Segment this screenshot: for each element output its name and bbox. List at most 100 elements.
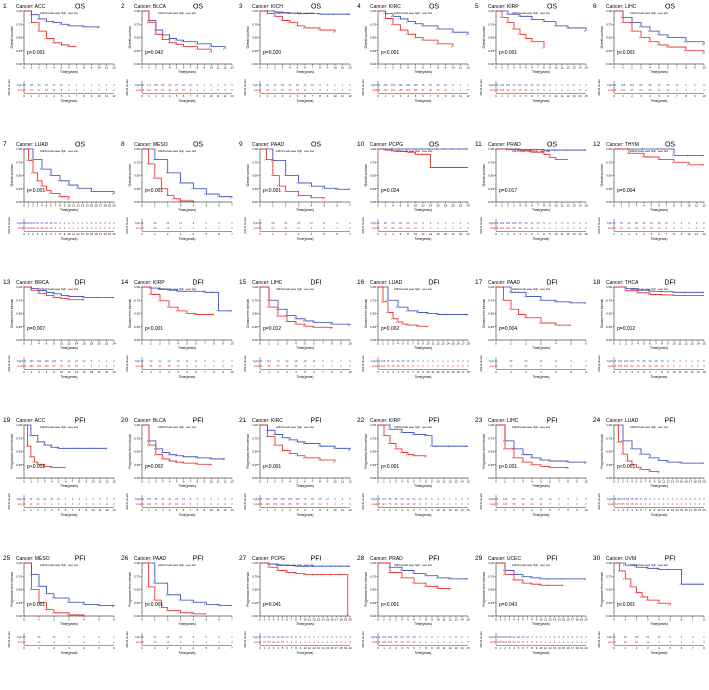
risk-count-low: 0 [461, 640, 463, 644]
risk-count-high: 0 [585, 221, 587, 225]
risk-x-axis-label: Time(years) [651, 651, 668, 655]
x-axis-label: Time(years) [296, 346, 314, 350]
risk-x-tick-label: 2 [155, 508, 157, 512]
x-tick-label: 8 [673, 204, 675, 208]
risk-x-tick-label: 4 [392, 232, 394, 236]
legend-low-label: low [428, 425, 432, 429]
x-tick-label: 13 [454, 618, 458, 622]
risk-count-low: 1 [694, 88, 696, 92]
risk-count-low: 7 [312, 88, 314, 92]
risk-count-low: 268 [258, 502, 263, 506]
risk-x-tick-label: 4 [177, 370, 179, 374]
km-panel: 11 Cancer: PRAD OS ANLN levels high low 0.00 0.… [472, 138, 590, 276]
risk-x-tick-label: 10 [436, 646, 440, 650]
risk-count-low: 0 [218, 226, 220, 230]
legend-high-label: high [651, 425, 656, 429]
risk-x-tick-label: 4 [289, 508, 291, 512]
risk-count-high: 2 [549, 221, 551, 225]
risk-x-tick-label: 3 [631, 370, 633, 374]
risk-count-high: 40 [399, 221, 402, 225]
risk-count-high: 1 [98, 83, 100, 87]
y-tick-label: 0.25 [252, 601, 258, 605]
risk-count-low: 0 [554, 640, 556, 644]
panel-endpoint-title: OS [429, 142, 439, 149]
x-axis-label: Time(years) [650, 208, 668, 212]
risk-count-low: 2 [204, 88, 206, 92]
risk-count-low: 0 [340, 364, 342, 368]
risk-count-low: 6 [327, 502, 329, 506]
km-panel: 25 Cancer: MESO PFI ANLN levels high low 0.00 0… [0, 552, 118, 690]
y-tick-label: 0.75 [606, 574, 612, 578]
risk-count-high: 0 [576, 635, 578, 639]
risk-x-tick-label: 1 [510, 370, 512, 374]
x-tick-label: 10 [210, 66, 214, 70]
risk-count-low: 0 [558, 640, 560, 644]
risk-count-low: 0 [452, 226, 454, 230]
x-tick-label: 0 [495, 342, 497, 346]
risk-count-high: 3 [427, 359, 429, 363]
risk-table-ylabel: ANLN levels [597, 79, 601, 96]
risk-x-tick-label: 1 [272, 232, 274, 236]
risk-count-high: 2 [79, 497, 81, 501]
risk-x-tick-label: 8 [319, 508, 321, 512]
x-axis-label: Time(years) [414, 70, 432, 74]
risk-count-low: 18 [650, 226, 653, 230]
risk-row-high-label: high [135, 497, 141, 501]
legend-title: ANLN levels [512, 425, 527, 429]
x-tick-label: 7 [692, 618, 694, 622]
risk-count-high: 2 [688, 221, 690, 225]
risk-count-high: 2 [73, 221, 75, 225]
risk-count-low: 26 [658, 88, 661, 92]
risk-count-high: 0 [345, 635, 347, 639]
risk-x-tick-label: 1 [619, 370, 621, 374]
y-tick-label: 0.75 [134, 574, 140, 578]
risk-row-low-label: low [372, 502, 377, 506]
risk-count-low: 170 [616, 502, 621, 506]
risk-x-tick-label: 9 [204, 508, 206, 512]
legend-title: ANLN levels [394, 563, 409, 567]
risk-count-high: 0 [579, 221, 581, 225]
legend: ANLN levels high low [158, 149, 196, 153]
risk-count-low: 0 [437, 640, 439, 644]
risk-x-tick-label: 8 [319, 94, 321, 98]
risk-count-high: 40 [613, 635, 616, 639]
x-tick-label: 6 [413, 618, 415, 622]
risk-count-high: 22 [407, 221, 410, 225]
risk-x-tick-label: 5 [58, 508, 60, 512]
risk-x-tick-label: 0 [377, 370, 379, 374]
risk-count-high: 150 [31, 221, 36, 225]
x-tick-label: 0 [495, 66, 497, 70]
risk-count-high: 82 [640, 83, 643, 87]
risk-count-low: 96 [631, 88, 634, 92]
risk-table: ANLN levels highlow8989068601402522210312… [243, 217, 351, 241]
risk-row-low-label: low [136, 226, 141, 230]
x-tick-label: 0 [495, 204, 497, 208]
x-tick-label: 3 [627, 480, 629, 484]
risk-x-tick-label: 13 [671, 508, 675, 512]
risk-count-low: 0 [113, 502, 115, 506]
risk-x-tick-label: 7 [537, 94, 539, 98]
risk-x-tick-label: 7 [666, 232, 668, 236]
risk-count-high: 0 [113, 497, 115, 501]
y-tick-label: 0.75 [16, 574, 22, 578]
risk-count-high: 258 [612, 497, 617, 501]
x-tick-label: 18 [90, 342, 94, 346]
risk-x-tick-label: 14 [75, 370, 79, 374]
risk-count-high: 5 [431, 497, 433, 501]
y-tick-label: 0.00 [606, 476, 612, 480]
risk-count-low: 1 [555, 88, 557, 92]
risk-count-high: 165 [280, 497, 285, 501]
risk-count-low: 0 [676, 502, 678, 506]
x-tick-label: 3 [513, 204, 515, 208]
x-tick-label: 1 [268, 342, 270, 346]
risk-count-low: 0 [681, 502, 683, 506]
risk-count-high: 12 [549, 497, 552, 501]
x-tick-label: 7 [322, 342, 324, 346]
risk-count-high: 12 [414, 221, 417, 225]
risk-row-low-label: low [490, 88, 495, 92]
km-panel: 30 Cancer: UVM PFI ANLN levels high low 0.00 0.… [590, 552, 708, 690]
risk-count-low: 205 [265, 502, 270, 506]
x-tick-label: 0 [377, 480, 379, 484]
risk-x-tick-label: 2 [636, 646, 638, 650]
